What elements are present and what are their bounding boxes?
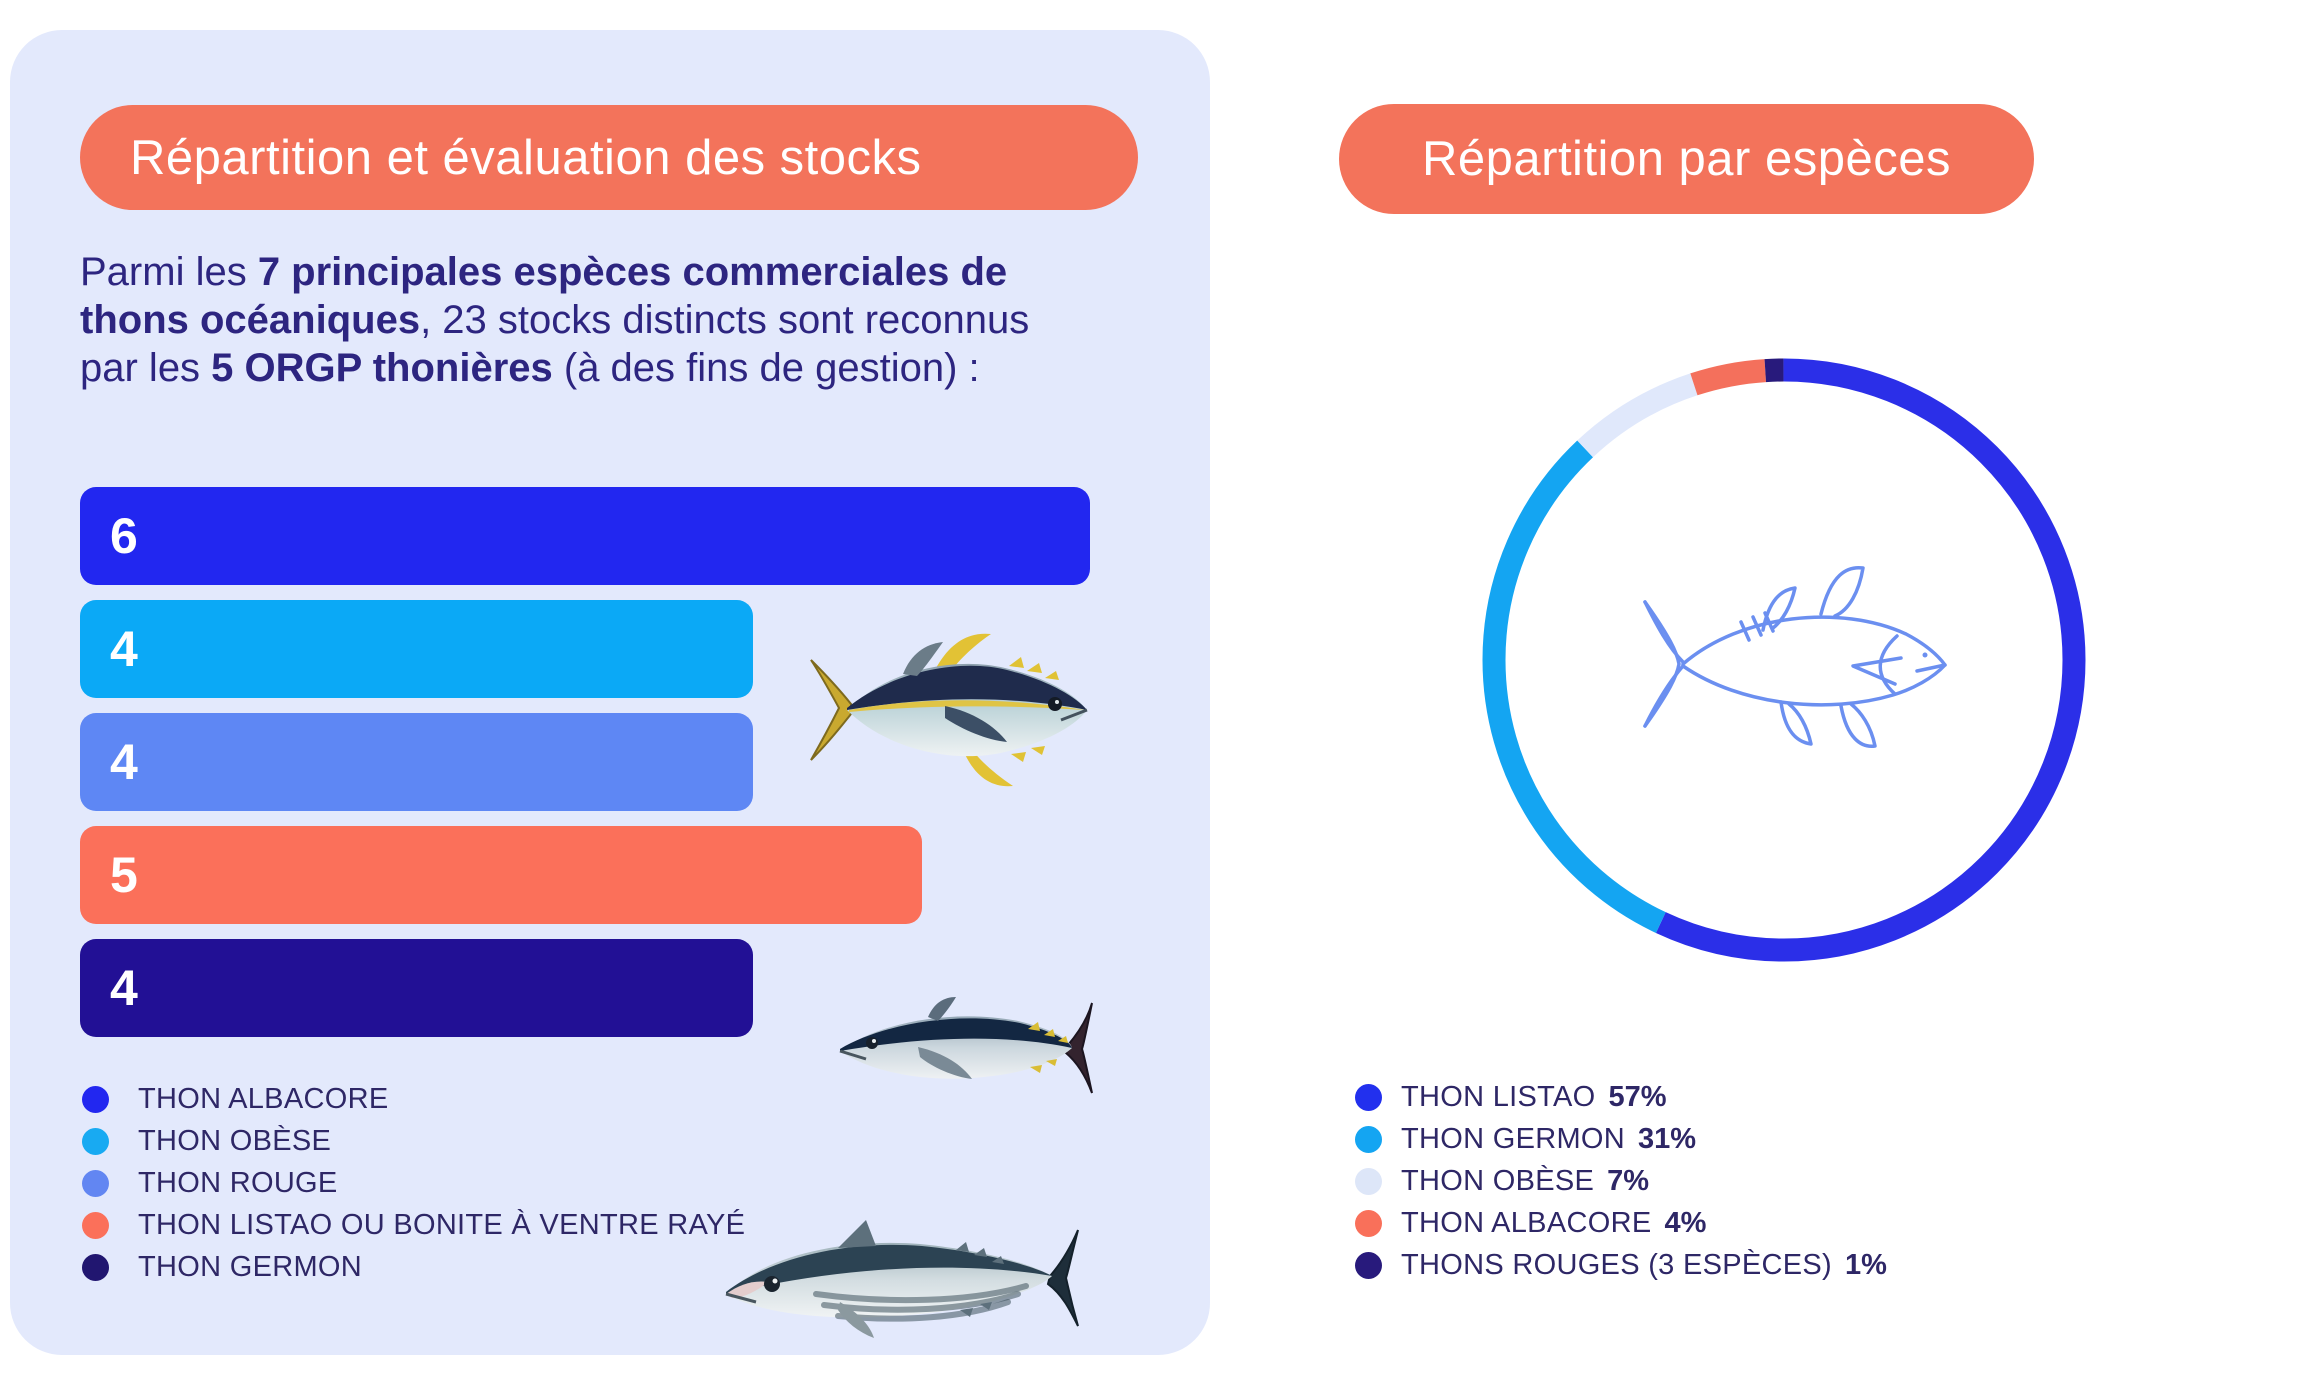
legend-dot [82, 1211, 109, 1239]
intro-bold-1: 7 principales espèces commerciales de th… [80, 250, 1008, 342]
legend-dot [1355, 1083, 1382, 1111]
species-panel-title: Répartition par espèces [1339, 104, 2034, 214]
legend-dot [1355, 1125, 1382, 1153]
bar-thon-germon: 4 [80, 939, 753, 1037]
legend-label: THONS ROUGES (3 ESPÈCES) [1401, 1248, 1832, 1281]
bar-value-label: 5 [110, 847, 138, 903]
species-panel: Répartition par espèces [1261, 4, 2309, 1349]
species-donut-chart [1482, 358, 2086, 962]
legend-label: THON ROUGE [138, 1166, 338, 1199]
donut-segment-germon [1482, 358, 2086, 962]
legend-item-rouge: THON ROUGE [82, 1166, 338, 1199]
legend-percent: 57% [1608, 1080, 1667, 1113]
bar-thon-obese: 4 [80, 600, 753, 698]
legend-item-rouges-pct: THONS ROUGES (3 ESPÈCES) 1% [1355, 1248, 1887, 1281]
legend-item-albacore-pct: THON ALBACORE 4% [1355, 1206, 1707, 1239]
intro-text-3: (à des fins de gestion) : [552, 346, 980, 390]
legend-dot [1355, 1209, 1382, 1237]
bluefin-tuna-photo [839, 997, 1093, 1094]
legend-label: THON GERMON [138, 1250, 363, 1283]
legend-label: THON LISTAO OU BONITE À VENTRE RAYÉ [138, 1208, 746, 1241]
legend-dot [82, 1169, 109, 1197]
bar-value-label: 4 [110, 960, 138, 1016]
stocks-intro: Parmi les 7 principales espèces commerci… [80, 248, 1038, 392]
bar-thon-listao: 5 [80, 826, 922, 924]
intro-text-1: Parmi les [80, 250, 258, 294]
bar-value-label: 6 [110, 508, 138, 564]
bar-value-label: 4 [110, 734, 138, 790]
legend-label: THON OBÈSE [138, 1124, 332, 1157]
legend-percent: 1% [1845, 1248, 1887, 1281]
bar-thon-albacore: 6 [80, 487, 1090, 585]
legend-label: THON ALBACORE [1401, 1206, 1652, 1239]
legend-percent: 7% [1607, 1164, 1650, 1197]
legend-dot [1355, 1167, 1382, 1195]
legend-dot [82, 1085, 109, 1113]
legend-item-obese-pct: THON OBÈSE 7% [1355, 1164, 1650, 1197]
tuna-outline-icon [1643, 565, 1947, 748]
legend-item-germon: THON GERMON [82, 1250, 363, 1283]
stocks-panel-title: Répartition et évaluation des stocks [80, 105, 1138, 210]
legend-label: THON ALBACORE [138, 1082, 389, 1115]
stocks-panel: Répartition et évaluation des stocks Par… [10, 30, 1210, 1355]
legend-dot [1355, 1251, 1382, 1279]
bar-thon-rouge: 4 [80, 713, 753, 811]
legend-item-germon-pct: THON GERMON 31% [1355, 1122, 1697, 1155]
legend-label: THON OBÈSE [1401, 1164, 1595, 1197]
intro-text-2: , 23 stocks distincts sont reconnus par … [80, 298, 1030, 390]
legend-percent: 4% [1664, 1206, 1707, 1239]
legend-item-listao: THON LISTAO OU BONITE À VENTRE RAYÉ [82, 1208, 746, 1241]
legend-item-listao-pct: THON LISTAO 57% [1355, 1080, 1667, 1113]
legend-dot [82, 1127, 109, 1155]
legend-dot [82, 1253, 109, 1281]
intro-bold-2: 5 ORGP thonières [211, 346, 553, 390]
legend-item-albacore: THON ALBACORE [82, 1082, 389, 1115]
legend-percent: 31% [1638, 1122, 1697, 1155]
legend-label: THON GERMON [1401, 1122, 1626, 1155]
skipjack-tuna-photo [725, 1220, 1079, 1338]
yellowfin-tuna-photo [810, 633, 1088, 787]
bar-value-label: 4 [110, 621, 138, 677]
donut-segment-rouges [1482, 358, 2086, 962]
legend-label: THON LISTAO [1401, 1080, 1596, 1113]
legend-item-obese: THON OBÈSE [82, 1124, 332, 1157]
